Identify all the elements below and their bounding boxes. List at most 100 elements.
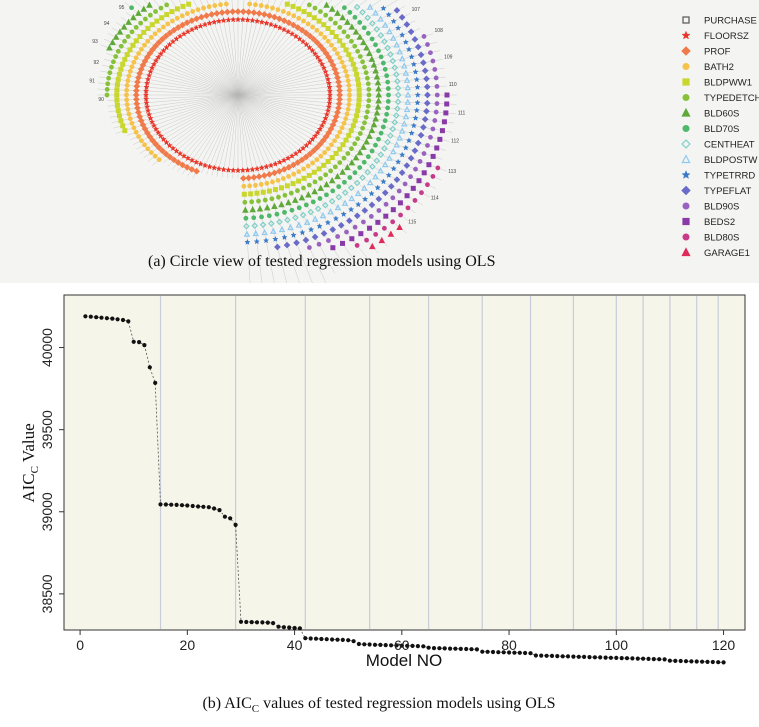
- model-variable-marker: [223, 1, 229, 7]
- model-variable-marker: [193, 167, 200, 175]
- model-variable-marker: [286, 174, 292, 179]
- model-variable-marker: [398, 55, 406, 62]
- model-variable-marker: [154, 18, 160, 24]
- model-variable-marker: [307, 226, 315, 233]
- y-tick-label: 39500: [39, 410, 55, 449]
- model-variable-marker: [258, 3, 264, 8]
- model-variable-marker: [421, 151, 427, 156]
- spoke-line: [237, 0, 298, 96]
- model-variable-marker: [325, 146, 331, 152]
- model-spiral-graph: 115 114 113 112 111 110 109 108 107 95 94 93 92 91 90: [89, 0, 466, 285]
- model-variable-marker: [142, 16, 148, 22]
- spoke-line: [116, 22, 239, 96]
- model-variable-marker: [253, 182, 258, 188]
- model-variable-marker: [115, 48, 121, 54]
- model-variable-marker: [179, 21, 186, 29]
- aicc-point: [592, 655, 598, 660]
- model-variable-marker: [145, 146, 151, 152]
- model-variable-marker: [132, 91, 140, 99]
- spoke-line: [178, 0, 239, 96]
- model-variable-marker: [258, 18, 265, 25]
- y-axis-label-prefix: AIC: [19, 473, 38, 502]
- model-variable-marker: [352, 43, 358, 49]
- aicc-point: [340, 637, 345, 642]
- aicc-point: [196, 504, 201, 509]
- aicc-point: [576, 654, 581, 659]
- model-variable-marker: [366, 92, 372, 98]
- model-variable-marker: [441, 119, 447, 125]
- model-variable-marker: [310, 35, 317, 43]
- model-variable-marker: [366, 86, 372, 92]
- model-variable-marker: [144, 107, 152, 114]
- model-variable-marker: [360, 219, 366, 225]
- model-variable-marker: [116, 71, 122, 77]
- model-variable-marker: [225, 16, 232, 23]
- model-variable-marker: [243, 230, 251, 237]
- model-variable-marker: [126, 73, 132, 79]
- model-variable-marker: [373, 73, 381, 80]
- model-variable-marker: [329, 29, 335, 35]
- model-variable-marker: [407, 28, 415, 36]
- panel-b-caption: (b) AICC values of tested regression mod…: [202, 695, 555, 715]
- model-variable-marker: [142, 91, 150, 98]
- model-variable-marker: [156, 27, 162, 33]
- model-variable-marker: [306, 2, 312, 8]
- model-variable-marker: [201, 5, 206, 11]
- model-variable-marker: [320, 137, 327, 144]
- model-variable-marker: [127, 116, 133, 122]
- aicc-point: [560, 654, 565, 659]
- aicc-point: [694, 659, 699, 664]
- model-variable-marker: [162, 32, 170, 40]
- model-variable-marker: [312, 179, 318, 185]
- model-variable-marker: [403, 76, 411, 83]
- model-variable-marker: [433, 75, 439, 81]
- model-variable-marker: [159, 147, 166, 155]
- model-variable-marker: [206, 19, 213, 26]
- legend-marker: [682, 125, 690, 132]
- legend-marker: [681, 170, 691, 179]
- model-variable-marker: [282, 209, 287, 215]
- model-variable-marker: [390, 17, 397, 25]
- model-variable-marker: [180, 3, 186, 9]
- model-variable-marker: [225, 166, 232, 173]
- model-variable-marker: [346, 132, 352, 138]
- model-variable-marker: [305, 163, 311, 169]
- aicc-point: [565, 654, 571, 659]
- model-variable-marker: [373, 42, 378, 48]
- model-variable-marker: [387, 183, 395, 190]
- model-number-label: 113: [448, 169, 456, 175]
- model-variable-marker: [240, 175, 247, 182]
- model-variable-marker: [365, 30, 371, 36]
- legend-label: TYPEDETCH: [704, 93, 759, 104]
- model-variable-marker: [230, 167, 237, 174]
- model-variable-marker: [396, 188, 402, 194]
- model-variable-marker: [220, 166, 227, 173]
- aicc-point: [517, 650, 522, 655]
- model-variable-marker: [276, 15, 283, 23]
- aicc-point: [539, 653, 544, 658]
- model-variable-marker: [314, 205, 322, 213]
- model-variable-marker: [146, 49, 154, 57]
- model-variable-marker: [256, 205, 264, 212]
- aicc-point: [431, 646, 437, 651]
- model-variable-marker: [428, 50, 433, 56]
- model-variable-marker: [176, 150, 184, 157]
- model-variable-marker: [361, 184, 368, 191]
- model-variable-marker: [341, 120, 347, 126]
- model-variable-marker: [437, 136, 443, 142]
- model-variable-marker: [380, 4, 387, 12]
- model-variable-marker: [159, 15, 165, 21]
- model-variable-marker: [394, 158, 402, 165]
- model-variable-marker: [381, 21, 389, 28]
- model-variable-marker: [328, 177, 336, 184]
- spoke-line: [98, 76, 239, 96]
- model-variable-marker: [130, 14, 137, 21]
- model-variable-marker: [174, 24, 182, 31]
- model-variable-marker: [211, 164, 218, 171]
- model-number-label: 110: [449, 82, 457, 88]
- model-variable-marker: [234, 167, 242, 174]
- model-variable-marker: [218, 9, 226, 16]
- model-variable-marker: [360, 59, 365, 65]
- model-variable-marker: [296, 6, 302, 12]
- model-variable-marker: [384, 44, 391, 52]
